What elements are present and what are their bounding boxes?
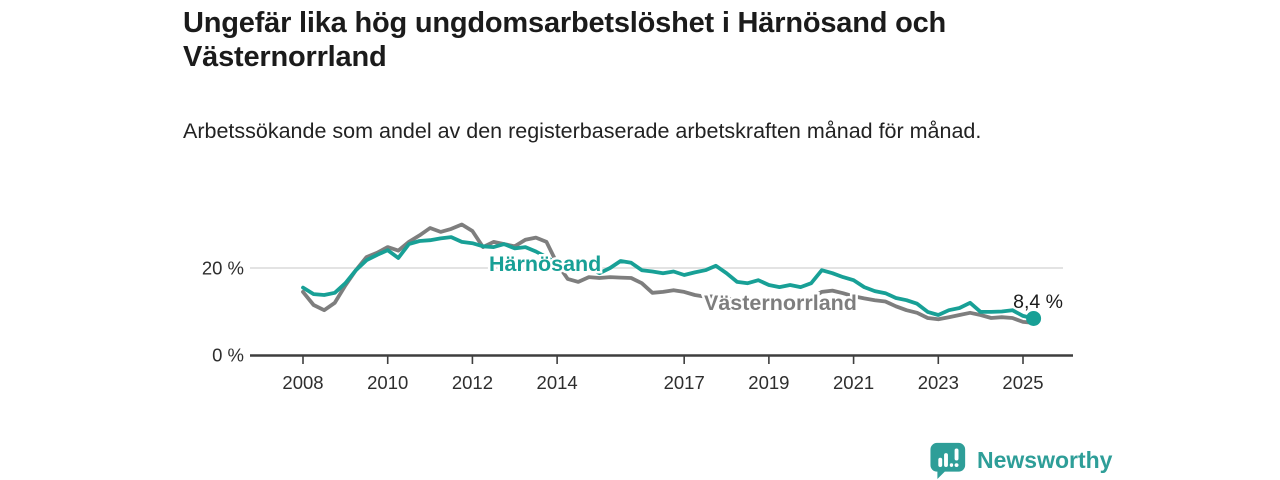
x-tick-label: 2008 [282, 372, 323, 393]
brand-footer: Newsworthy [930, 442, 1112, 479]
x-tick-label: 2014 [537, 372, 578, 393]
y-tick-label: 0 % [212, 345, 244, 366]
series-end-dot [1026, 310, 1042, 326]
x-tick-label: 2012 [452, 372, 493, 393]
brand-name: Newsworthy [977, 447, 1113, 473]
end-value-label: 8,4 % [1013, 291, 1063, 313]
series-label-härnösand: Härnösand [489, 252, 601, 276]
newsworthy-logo-icon [930, 442, 966, 479]
x-tick-label: 2023 [918, 372, 959, 393]
page-title: Ungefär lika hög ungdomsarbetslöshet i H… [183, 7, 947, 74]
x-tick-label: 2021 [833, 372, 874, 393]
line-västernorrland [301, 222, 1036, 325]
x-tick-label: 2019 [748, 372, 789, 393]
x-tick-label: 2017 [664, 372, 705, 393]
y-tick-label: 20 % [202, 258, 244, 279]
page-subtitle: Arbetssökande som andel av den registerb… [183, 119, 982, 143]
line-härnösand [301, 235, 1036, 321]
x-tick-label: 2025 [1002, 372, 1043, 393]
series-label-västernorrland: Västernorrland [704, 291, 857, 315]
x-tick-label: 2010 [367, 372, 408, 393]
